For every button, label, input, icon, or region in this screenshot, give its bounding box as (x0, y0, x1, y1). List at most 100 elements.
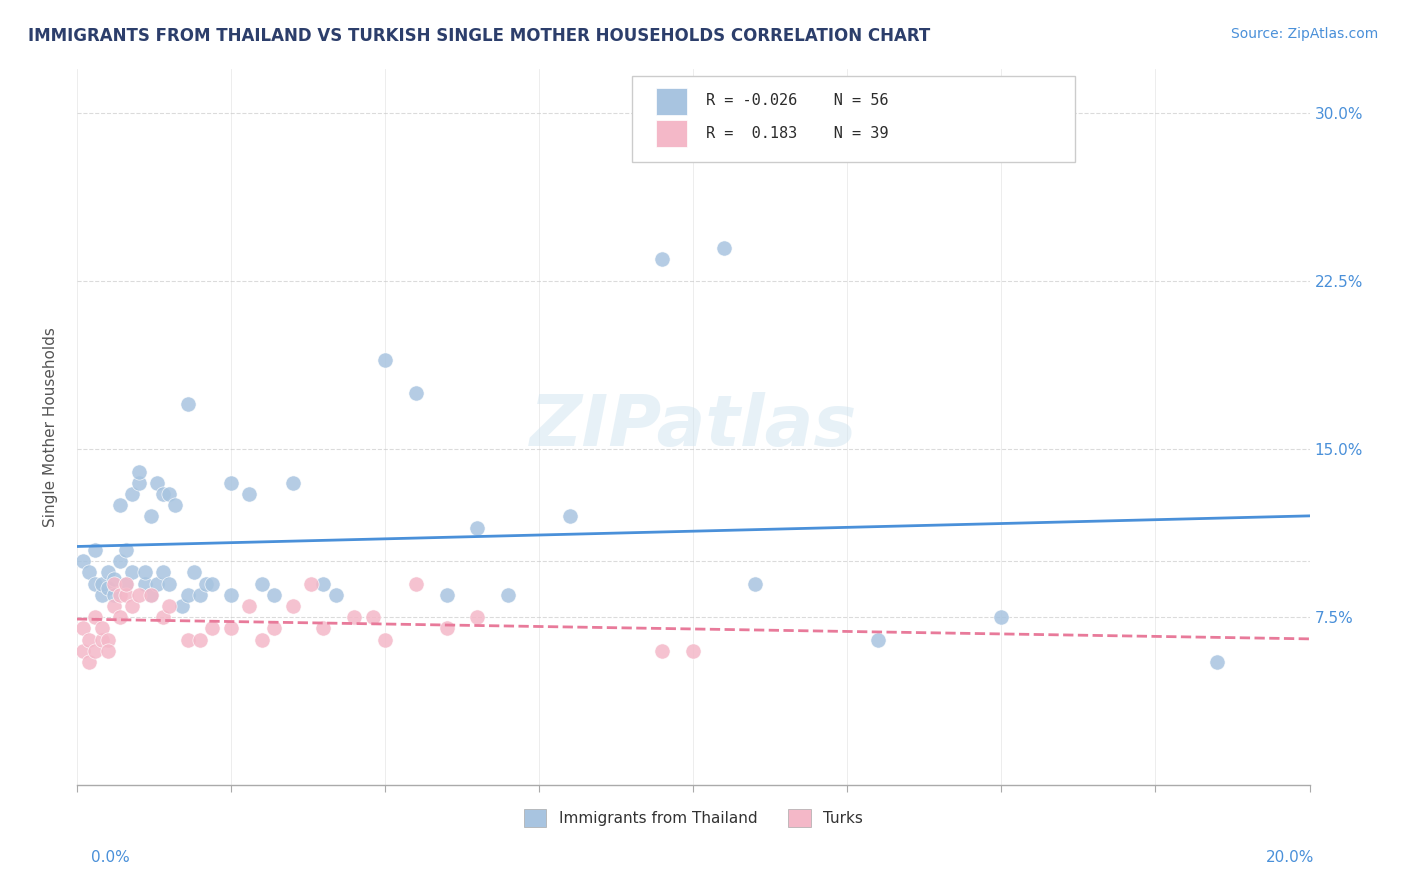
Point (263, 588, 285, 602)
FancyBboxPatch shape (657, 88, 688, 115)
Point (103, 572, 125, 586)
Point (108, 498, 131, 512)
Point (139, 588, 162, 602)
Point (72, 621, 94, 635)
Point (868, 632, 890, 647)
Point (651, 252, 673, 266)
Point (361, 610, 384, 624)
Text: IMMIGRANTS FROM THAILAND VS TURKISH SINGLE MOTHER HOUSEHOLDS CORRELATION CHART: IMMIGRANTS FROM THAILAND VS TURKISH SING… (28, 27, 931, 45)
Point (128, 588, 150, 602)
Point (139, 509, 162, 524)
Point (188, 588, 211, 602)
Point (90, 576, 112, 591)
Point (219, 621, 242, 635)
Point (128, 465, 150, 479)
Point (152, 487, 174, 501)
Point (103, 588, 125, 602)
Point (97, 581, 120, 595)
Point (219, 475, 242, 490)
Point (146, 576, 169, 591)
Point (84, 610, 107, 624)
Point (281, 599, 304, 613)
Point (436, 588, 458, 602)
Text: R = -0.026    N = 56: R = -0.026 N = 56 (706, 94, 889, 108)
Point (177, 588, 200, 602)
Legend: Immigrants from Thailand, Turks: Immigrants from Thailand, Turks (516, 801, 870, 835)
Point (990, 610, 1012, 624)
Point (121, 599, 143, 613)
Point (90, 621, 112, 635)
Point (103, 599, 125, 613)
Point (84, 644, 107, 658)
Point (467, 520, 489, 534)
Point (744, 576, 766, 591)
Point (115, 576, 138, 591)
Point (238, 487, 260, 501)
Point (312, 576, 335, 591)
Point (90, 588, 112, 602)
Point (103, 576, 125, 591)
Point (121, 487, 143, 501)
Point (281, 475, 304, 490)
Text: Source: ZipAtlas.com: Source: ZipAtlas.com (1230, 27, 1378, 41)
Point (157, 487, 180, 501)
FancyBboxPatch shape (657, 120, 688, 147)
Point (115, 576, 138, 591)
Point (374, 632, 396, 647)
Point (146, 475, 169, 490)
Point (250, 576, 273, 591)
Point (374, 352, 396, 367)
Y-axis label: Single Mother Households: Single Mother Households (44, 326, 58, 527)
Point (115, 588, 138, 602)
Point (157, 599, 180, 613)
Point (115, 543, 138, 558)
Point (467, 610, 489, 624)
Point (128, 475, 150, 490)
FancyBboxPatch shape (631, 76, 1076, 161)
Point (90, 632, 112, 647)
Point (436, 621, 458, 635)
Point (108, 554, 131, 568)
Point (152, 566, 174, 580)
Point (108, 588, 131, 602)
Point (201, 576, 224, 591)
Point (84, 543, 107, 558)
Point (325, 588, 347, 602)
Point (139, 588, 162, 602)
Point (165, 498, 187, 512)
Point (77, 655, 100, 669)
Point (343, 610, 366, 624)
Point (97, 632, 120, 647)
Point (183, 566, 205, 580)
Point (177, 397, 200, 411)
Point (152, 610, 174, 624)
Point (219, 588, 242, 602)
Point (170, 599, 193, 613)
Point (201, 621, 224, 635)
Point (405, 386, 427, 401)
Point (188, 632, 211, 647)
Point (134, 566, 156, 580)
Point (195, 576, 218, 591)
Point (84, 576, 107, 591)
Text: ZIPatlas: ZIPatlas (530, 392, 856, 461)
Text: R =  0.183    N = 39: R = 0.183 N = 39 (706, 126, 889, 141)
Point (250, 632, 273, 647)
Point (238, 599, 260, 613)
Point (77, 632, 100, 647)
Point (97, 644, 120, 658)
Point (97, 566, 120, 580)
Point (108, 610, 131, 624)
Point (72, 554, 94, 568)
Point (134, 576, 156, 591)
Point (77, 566, 100, 580)
Point (299, 576, 322, 591)
Point (177, 632, 200, 647)
Point (121, 566, 143, 580)
Point (157, 576, 180, 591)
Point (498, 588, 520, 602)
Point (263, 621, 285, 635)
Text: 20.0%: 20.0% (1267, 850, 1315, 865)
Point (682, 644, 704, 658)
Point (72, 644, 94, 658)
